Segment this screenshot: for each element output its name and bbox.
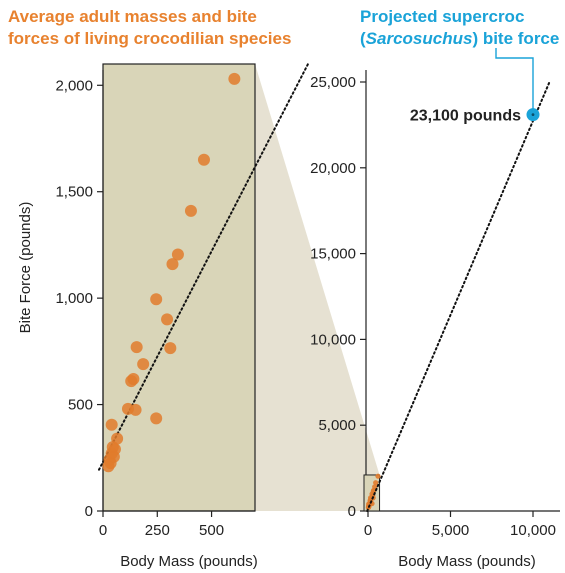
right-trendline xyxy=(366,81,551,512)
left-chart-title: Average adult masses and bite forces of … xyxy=(8,6,291,50)
data-point xyxy=(108,443,121,456)
data-point xyxy=(197,153,210,166)
left-y-tick-label: 1,000 xyxy=(55,290,93,307)
right-y-tick-label: 20,000 xyxy=(310,160,356,177)
right-title-italic: Sarcosuchus xyxy=(365,29,473,48)
left-y-axis-label: Bite Force (pounds) xyxy=(17,202,34,334)
right-y-tick-label: 25,000 xyxy=(310,74,356,91)
data-point xyxy=(228,72,241,85)
right-x-tick-label: 10,000 xyxy=(510,522,556,539)
right-title-paren-close: ) bite force xyxy=(472,29,560,48)
left-x-tick-label: 500 xyxy=(199,522,224,539)
right-y-tick-label: 5,000 xyxy=(318,417,356,434)
left-y-tick-label: 1,500 xyxy=(55,184,93,201)
data-point xyxy=(171,248,184,261)
left-x-tick-label: 0 xyxy=(99,522,107,539)
left-x-tick-label: 250 xyxy=(145,522,170,539)
left-y-tick-label: 2,000 xyxy=(55,77,93,94)
data-point xyxy=(184,204,197,217)
right-chart-title: Projected supercroc (Sarcosuchus) bite f… xyxy=(360,6,559,50)
right-y-tick-label: 15,000 xyxy=(310,246,356,263)
left-trendline xyxy=(98,63,310,471)
data-point xyxy=(105,418,118,431)
right-y-tick-label: 0 xyxy=(348,503,356,520)
data-point xyxy=(166,258,179,271)
left-y-tick-label: 0 xyxy=(85,503,93,520)
data-point xyxy=(150,293,163,306)
data-point xyxy=(129,403,142,416)
data-point xyxy=(130,341,143,354)
data-point xyxy=(125,375,138,388)
data-point xyxy=(161,313,174,326)
inset-data-point xyxy=(375,473,381,479)
data-point xyxy=(111,432,124,445)
right-x-axis-label: Body Mass (pounds) xyxy=(398,553,536,570)
highlight-label: 23,100 pounds xyxy=(410,108,521,125)
right-title-line-2: (Sarcosuchus) bite force xyxy=(360,28,559,50)
highlight-leader-line xyxy=(495,48,534,115)
right-title-line-1: Projected supercroc xyxy=(360,7,525,26)
right-x-tick-label: 5,000 xyxy=(432,522,470,539)
left-x-axis-label: Body Mass (pounds) xyxy=(120,553,258,570)
right-x-tick-label: 0 xyxy=(364,522,372,539)
highlight-point-center xyxy=(531,113,535,117)
zoom-projection-wedge xyxy=(255,64,380,511)
left-title-line-2: forces of living crocodilian species xyxy=(8,29,292,48)
left-title-line-1: Average adult masses and bite xyxy=(8,7,257,26)
data-point xyxy=(137,358,150,371)
left-y-tick-label: 500 xyxy=(68,397,93,414)
data-point xyxy=(150,412,163,425)
left-panel-background xyxy=(102,63,256,512)
data-point xyxy=(164,342,177,355)
inset-data-point xyxy=(373,480,379,486)
right-title-paren-open: ( xyxy=(360,29,366,48)
right-y-tick-label: 10,000 xyxy=(310,331,356,348)
